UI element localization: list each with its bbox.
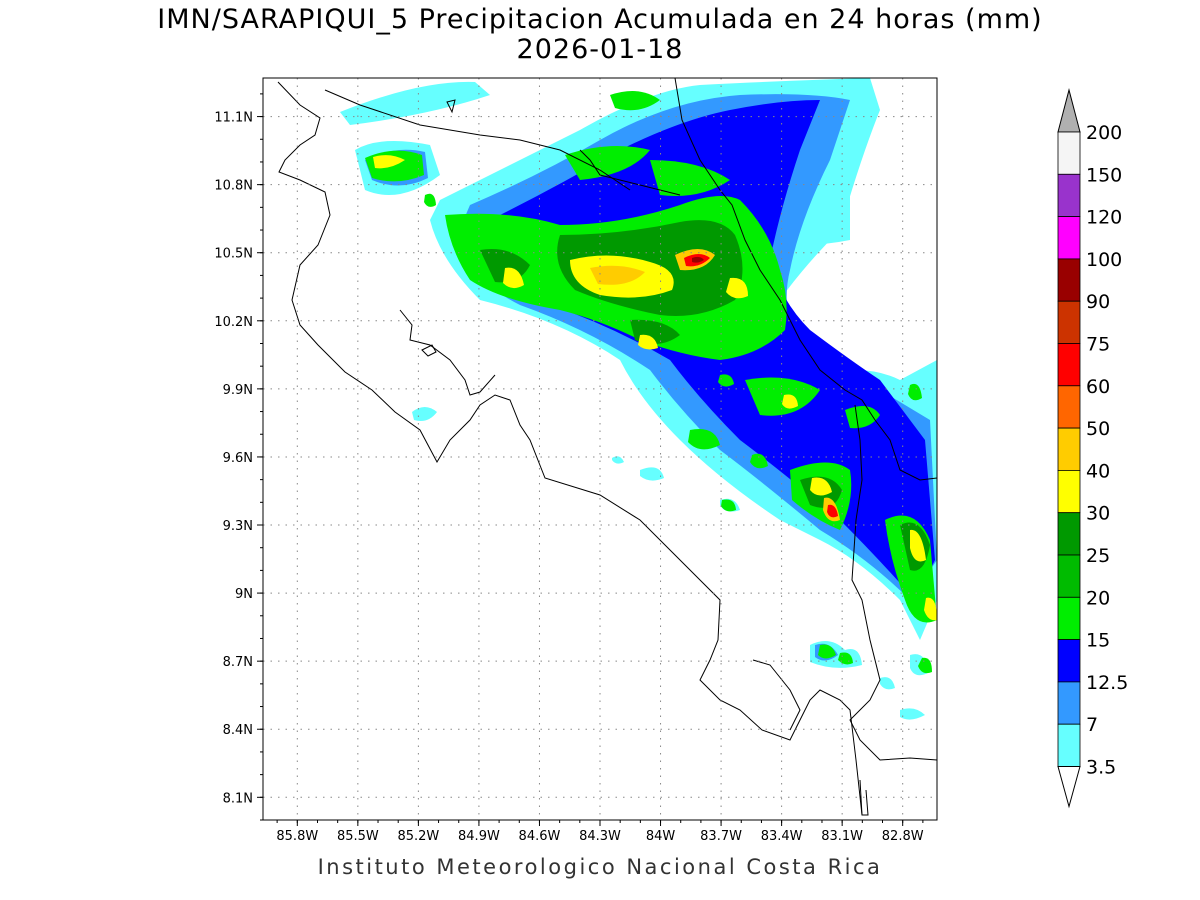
colorbar-swatch xyxy=(1057,131,1081,175)
lat-tick-label: 10.5N xyxy=(214,247,253,262)
lat-tick-label: 8.4N xyxy=(223,723,253,738)
latitude-axis: 11.1N 10.8N 10.5N 10.2N 9.9N 9.6N 9.3N 9N 8.7N 8.… xyxy=(214,111,253,807)
lon-tick-label: 83.4W xyxy=(761,829,803,844)
colorbar-swatch xyxy=(1057,639,1081,683)
colorbar-over-arrow xyxy=(1057,88,1081,133)
colorbar-swatch xyxy=(1057,173,1081,218)
colorbar-label: 15 xyxy=(1086,630,1110,652)
colorbar-swatch xyxy=(1057,512,1081,556)
colorbar-label: 50 xyxy=(1086,418,1110,440)
colorbar-label: 3.5 xyxy=(1086,757,1116,779)
colorbar-swatch xyxy=(1057,427,1081,471)
lon-tick-label: 85.2W xyxy=(397,829,439,844)
colorbar-label: 200 xyxy=(1086,122,1122,144)
colorbar-label: 20 xyxy=(1086,587,1110,609)
map-title: IMN/SARAPIQUI_5 Precipitacion Acumulada … xyxy=(157,4,1043,35)
colorbar-label: 120 xyxy=(1086,207,1122,229)
lon-tick-label: 82.8W xyxy=(882,829,924,844)
lon-tick-label: 85.8W xyxy=(276,829,318,844)
colorbar-label: 30 xyxy=(1086,503,1110,525)
colorbar-label: 75 xyxy=(1086,334,1110,356)
colorbar-swatch xyxy=(1057,554,1081,598)
lon-tick-label: 83.7W xyxy=(700,829,742,844)
colorbar-swatch xyxy=(1057,216,1081,260)
colorbar-under-arrow xyxy=(1057,766,1081,809)
coastline-borders xyxy=(277,78,937,816)
lon-tick-label: 84.9W xyxy=(458,829,500,844)
colorbar-label: 25 xyxy=(1086,545,1110,567)
lat-tick-label: 10.8N xyxy=(214,179,253,194)
colorbar-swatch xyxy=(1057,681,1081,725)
colorbar-label: 100 xyxy=(1086,249,1122,271)
footer-credit: Instituto Meteorologico Nacional Costa R… xyxy=(317,855,883,879)
lat-tick-label: 9N xyxy=(235,587,253,602)
lat-tick-label: 10.2N xyxy=(214,315,253,330)
lat-tick-label: 9.3N xyxy=(223,519,253,534)
lat-tick-label: 9.9N xyxy=(223,383,253,398)
colorbar-swatch xyxy=(1057,300,1081,344)
colorbar-swatch xyxy=(1057,596,1081,640)
lon-tick-label: 83.1W xyxy=(821,829,863,844)
colorbar-label: 60 xyxy=(1086,376,1110,398)
colorbar-label: 90 xyxy=(1086,291,1110,313)
lon-tick-label: 84.6W xyxy=(519,829,561,844)
lon-tick-label: 84W xyxy=(646,829,676,844)
colorbar-swatch xyxy=(1057,723,1081,767)
colorbar-label: 7 xyxy=(1086,714,1098,736)
lat-tick-label: 8.1N xyxy=(223,791,253,806)
map-date: 2026-01-18 xyxy=(516,34,684,65)
axis-ticks xyxy=(257,93,924,826)
colorbar-swatch xyxy=(1057,385,1081,429)
lat-tick-label: 11.1N xyxy=(214,111,253,126)
colorbar-swatch xyxy=(1057,343,1081,387)
lat-tick-label: 8.7N xyxy=(223,655,253,670)
longitude-axis: 85.8W 85.5W 85.2W 84.9W 84.6W 84.3W 84W 83.7W 83… xyxy=(276,829,923,844)
colorbar-swatch xyxy=(1057,469,1081,514)
colorbar-swatch xyxy=(1057,258,1081,302)
colorbar-label: 12.5 xyxy=(1086,672,1128,694)
lon-tick-label: 85.5W xyxy=(337,829,379,844)
precipitation-field xyxy=(340,78,937,720)
colorbar-label: 40 xyxy=(1086,460,1110,482)
colorbar-label: 150 xyxy=(1086,164,1122,186)
lon-tick-label: 84.3W xyxy=(579,829,621,844)
lat-tick-label: 9.6N xyxy=(223,451,253,466)
